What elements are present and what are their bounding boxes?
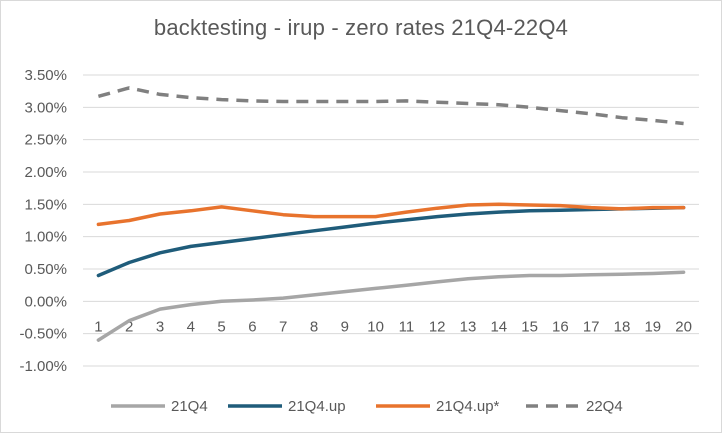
y-tick-label: 0.00% — [24, 293, 67, 310]
x-tick-label: 7 — [279, 318, 287, 335]
x-tick-label: 2 — [125, 318, 133, 335]
y-tick-label: 1.00% — [24, 229, 67, 246]
x-tick-label: 11 — [399, 318, 415, 335]
x-tick-label: 19 — [644, 318, 661, 335]
x-tick-label: 6 — [248, 318, 256, 335]
legend-label: 21Q4.up* — [436, 398, 500, 415]
y-tick-label: 2.50% — [24, 132, 67, 149]
y-tick-label: -1.00% — [19, 358, 67, 375]
x-tick-label: 8 — [310, 318, 318, 335]
x-tick-label: 16 — [552, 318, 569, 335]
x-tick-label: 17 — [583, 318, 600, 335]
y-tick-label: 3.50% — [24, 67, 67, 84]
legend-label: 21Q4 — [171, 398, 208, 415]
series-line-21q4 — [96, 270, 686, 342]
x-tick-label: 20 — [675, 318, 692, 335]
series-line-21q4-up — [96, 202, 686, 227]
y-tick-label: 1.50% — [24, 196, 67, 213]
legend-label: 21Q4.up — [288, 398, 346, 415]
x-tick-label: 13 — [460, 318, 477, 335]
x-tick-label: 10 — [367, 318, 384, 335]
y-tick-label: 3.00% — [24, 99, 67, 116]
x-tick-label: 4 — [187, 318, 195, 335]
x-tick-label: 1 — [94, 318, 102, 335]
series-line-22q4 — [97, 86, 684, 126]
x-tick-label: 14 — [490, 318, 507, 335]
x-tick-label: 18 — [614, 318, 631, 335]
series-line-21q4-up — [96, 205, 686, 278]
chart-title: backtesting - irup - zero rates 21Q4-22Q… — [153, 15, 569, 40]
x-tick-label: 9 — [341, 318, 349, 335]
x-tick-label: 5 — [217, 318, 225, 335]
y-tick-label: 2.00% — [24, 164, 67, 181]
y-tick-label: -0.50% — [19, 326, 67, 343]
legend-label: 22Q4 — [586, 398, 623, 415]
y-tick-label: 0.50% — [24, 261, 67, 278]
x-tick-label: 3 — [156, 318, 164, 335]
x-tick-label: 12 — [429, 318, 446, 335]
x-tick-label: 15 — [521, 318, 538, 335]
